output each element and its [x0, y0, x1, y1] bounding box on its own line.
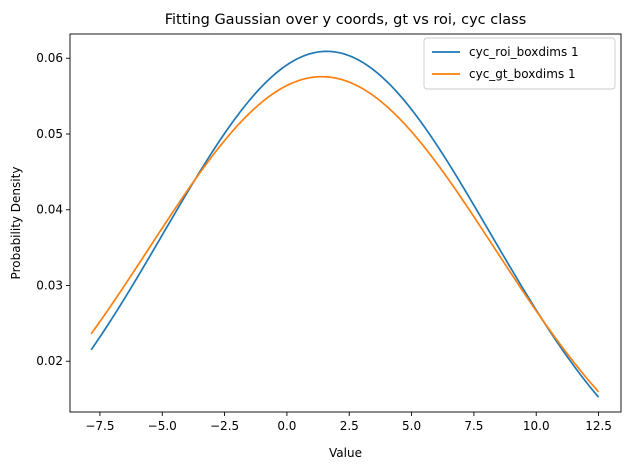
y-tick-label: 0.04: [36, 203, 63, 217]
legend-label-1: cyc_roi_boxdims 1: [469, 45, 579, 59]
x-tick-label: −2.5: [210, 419, 239, 433]
legend-label-2: cyc_gt_boxdims 1: [469, 67, 576, 81]
x-axis: −7.5 −5.0 −2.5 0.0 2.5 5.0 7.5 10.0 12.5: [85, 412, 612, 433]
x-tick-label: 7.5: [464, 419, 483, 433]
y-axis: 0.02 0.03 0.04 0.05 0.06: [36, 51, 70, 368]
x-tick-label: 12.5: [585, 419, 612, 433]
series-line-1: [90, 50, 600, 398]
y-tick-label: 0.06: [36, 51, 63, 65]
legend: cyc_roi_boxdims 1 cyc_gt_boxdims 1: [423, 37, 616, 90]
y-tick-label: 0.05: [36, 127, 63, 141]
chart-title: Fitting Gaussian over y coords, gt vs ro…: [165, 12, 527, 28]
y-tick-label: 0.03: [36, 278, 63, 292]
plot-area: [90, 50, 600, 398]
x-tick-label: 10.0: [523, 419, 550, 433]
x-tick-label: 5.0: [402, 419, 421, 433]
x-tick-label: −7.5: [85, 419, 114, 433]
legend-box: [423, 37, 616, 90]
y-axis-label: Probability Density: [9, 167, 23, 280]
series-line-2: [90, 75, 600, 393]
x-axis-label: Value: [329, 446, 362, 460]
x-tick-label: −5.0: [148, 419, 177, 433]
x-tick-label: 0.0: [277, 419, 296, 433]
plot-frame: [69, 33, 622, 413]
y-tick-label: 0.02: [36, 354, 63, 368]
x-tick-label: 2.5: [340, 419, 359, 433]
